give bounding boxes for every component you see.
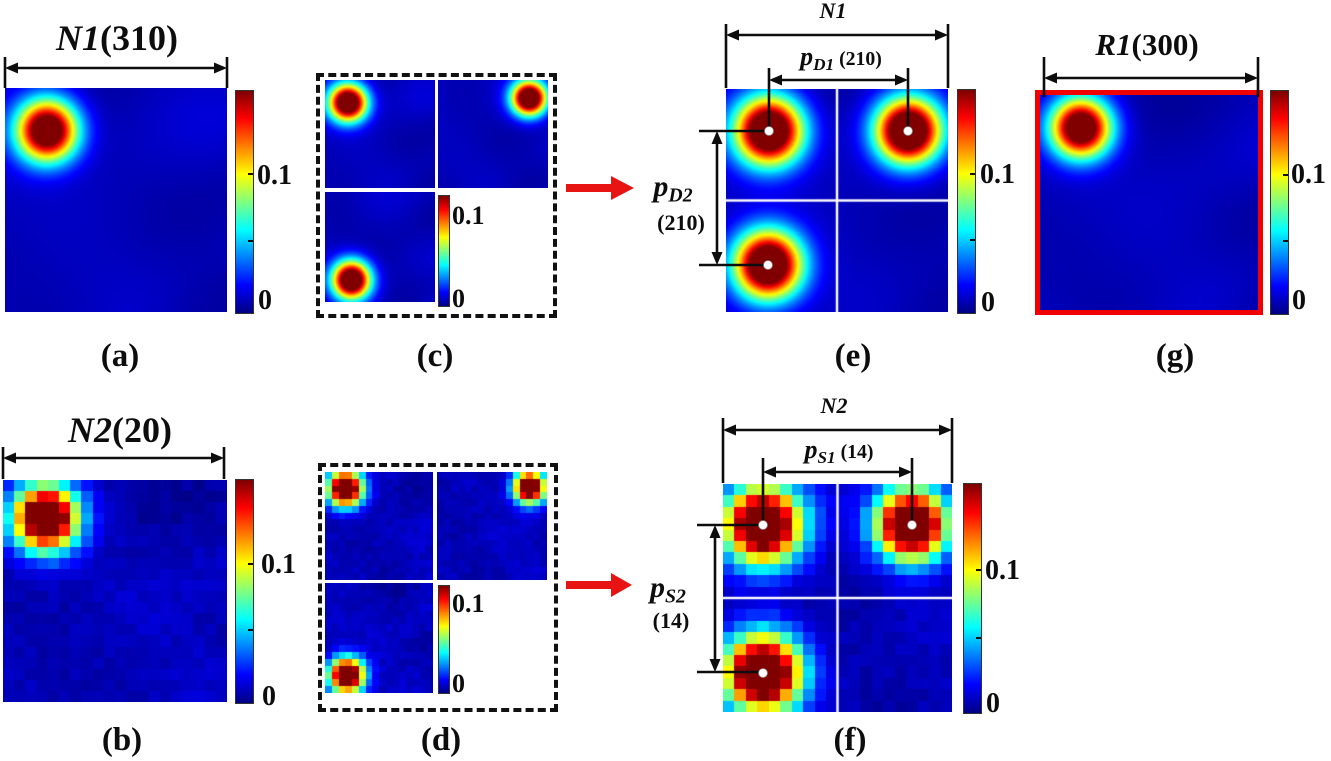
pd2-base: p: [653, 170, 669, 203]
pd1-paren: (210): [839, 48, 882, 70]
caption-b: (b): [101, 722, 143, 758]
colorbar-e-max-label: 0.1: [980, 159, 1015, 190]
caption-c: (c): [416, 338, 454, 374]
dim-arrow-pd1-head-left: [769, 74, 782, 86]
colorbar-g-min-label: 0: [1292, 285, 1306, 316]
heatmap-g: [1040, 95, 1258, 310]
heatmap-d-topleft: [325, 472, 433, 580]
colorbar-g: [1270, 90, 1289, 315]
dim-label-n1-paren: (310): [100, 18, 178, 58]
colorbar-f-max-label: 0.1: [985, 555, 1020, 586]
dim-label-ps2-paren: (14): [652, 608, 690, 633]
colorbar-b: [235, 479, 254, 704]
colorbar-f: [963, 483, 982, 714]
dim-label-n1-310: N1(310): [56, 20, 178, 56]
caption-e: (e): [834, 338, 872, 374]
dim-arrow-ps2-head-top: [709, 525, 721, 538]
dashed-group-box-d: [318, 463, 558, 712]
dim-arrow-n1-310-head-left: [5, 62, 18, 74]
dim-label-ps2: pS2: [650, 573, 686, 607]
dim-arrow-pd2-head-top: [711, 131, 723, 144]
colorbar-d-min-label: 0: [452, 669, 465, 698]
colorbar-d: [438, 585, 450, 694]
colorbar-g-max-label: 0.1: [1291, 159, 1326, 190]
dim-label-r1-paren: (300): [1131, 27, 1199, 62]
colorbar-a-max-label: 0.1: [257, 160, 292, 191]
pd1-sub: D1: [813, 54, 835, 74]
caption-g: (g): [1155, 338, 1195, 374]
colorbar-b-min-label: 0: [262, 681, 276, 712]
colorbar-f-min-label: 0: [986, 688, 1000, 719]
dim-arrow-n2-20-head-right: [211, 452, 224, 464]
caption-a: (a): [100, 338, 140, 374]
heatmap-b: [3, 480, 227, 702]
dim-arrow-ps1-head-right: [899, 466, 912, 478]
heatmap-c-topright: [438, 80, 548, 188]
heatmap-a: [5, 88, 227, 312]
ps1-sub: S1: [817, 447, 836, 467]
dim-arrow-ps2-head-bottom: [709, 659, 721, 672]
pd1-base: p: [800, 42, 814, 71]
dim-label-pd2-paren: (210): [657, 210, 705, 235]
dim-arrow-f-n2-head-left: [723, 424, 736, 436]
pd2-sub: D2: [668, 184, 693, 207]
ps1-paren: (14): [840, 441, 874, 463]
heatmap-d-bottomleft: [325, 583, 433, 693]
dim-arrow-e-n1-head-left: [726, 29, 739, 41]
dim-arrow-pd1-head-right: [895, 74, 908, 86]
dashed-group-box-c: [316, 73, 557, 318]
colorbar-c: [438, 195, 450, 307]
dim-arrow-ps1-head-left: [763, 466, 776, 478]
dim-label-n1-top: N1: [819, 0, 847, 23]
heatmap-c-bottomleft: [325, 192, 435, 302]
dim-label-n2-paren: (20): [112, 410, 172, 450]
colorbar-c-min-label: 0: [452, 284, 465, 313]
dim-label-r1-name: R1: [1095, 27, 1132, 62]
dim-label-n2-name: N2: [68, 410, 113, 450]
flow-arrow-d-to-f: [566, 573, 632, 597]
caption-f: (f): [833, 722, 867, 758]
dim-arrow-r1-300-head-right: [1245, 72, 1258, 84]
dim-arrow-n1-310-head-right: [214, 62, 227, 74]
dim-arrow-e-n1-head-right: [935, 29, 948, 41]
ps2-sub: S2: [665, 585, 686, 608]
heatmap-f: [723, 484, 952, 712]
dim-label-n1-name: N1: [56, 18, 101, 58]
dim-label-n2-20: N2(20): [68, 412, 172, 448]
dim-arrow-n2-20-head-left: [3, 452, 16, 464]
flow-arrow-c-to-e: [566, 176, 634, 200]
heatmap-e: [726, 89, 948, 312]
dim-label-pd2: pD2: [653, 172, 692, 206]
colorbar-b-max-label: 0.1: [261, 549, 296, 580]
ps1-base: p: [804, 435, 818, 464]
colorbar-c-max-label: 0.1: [452, 201, 485, 230]
caption-d: (d): [420, 722, 462, 758]
dim-arrow-f-n2-head-right: [939, 424, 952, 436]
heatmap-c-topleft: [325, 80, 435, 188]
colorbar-a-min-label: 0: [258, 285, 272, 316]
dim-arrow-r1-300-head-left: [1044, 72, 1057, 84]
dim-label-r1-300: R1(300): [1095, 29, 1198, 60]
dim-arrow-pd2-head-bottom: [711, 252, 723, 265]
dim-label-ps1: pS1 (14): [804, 437, 873, 466]
colorbar-d-max-label: 0.1: [452, 589, 485, 618]
colorbar-e: [957, 89, 976, 314]
dim-label-pd1: pD1 (210): [800, 44, 882, 73]
colorbar-a: [235, 90, 254, 314]
ps2-base: p: [650, 571, 666, 604]
colorbar-e-min-label: 0: [981, 287, 995, 318]
dim-label-n2-top: N2: [820, 393, 848, 418]
heatmap-d-topright: [437, 472, 547, 580]
